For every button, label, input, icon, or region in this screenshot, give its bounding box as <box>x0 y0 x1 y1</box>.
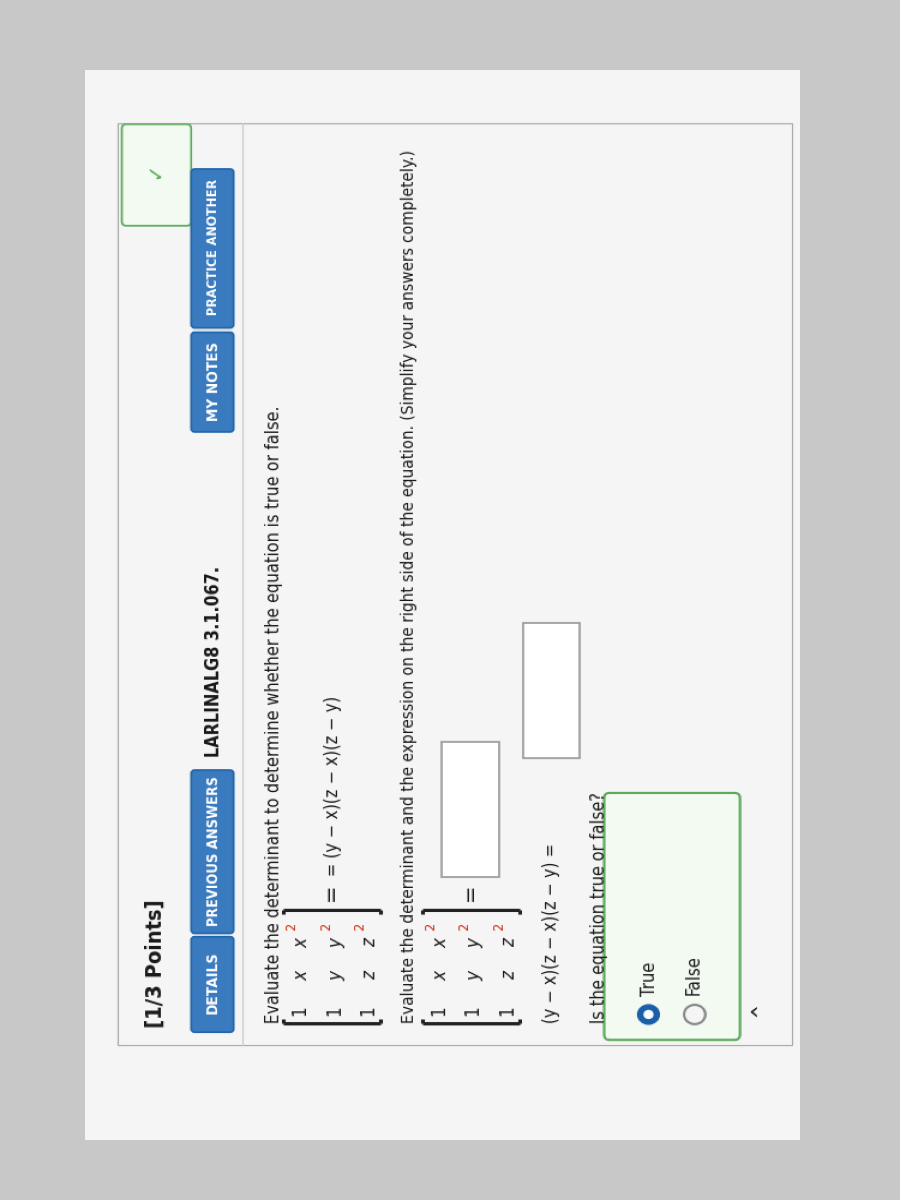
Bar <box>0 1140 900 1200</box>
Bar <box>800 0 900 1200</box>
Bar <box>0 0 900 70</box>
Bar <box>0 0 85 1200</box>
